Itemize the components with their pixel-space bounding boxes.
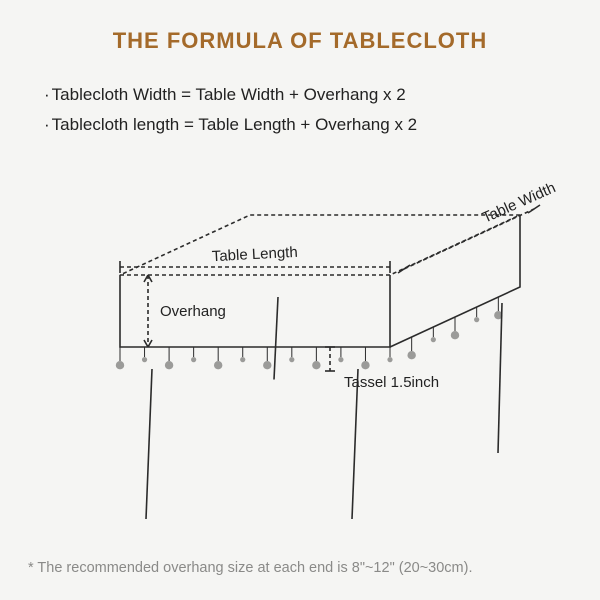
formula-block: Tablecloth Width = Table Width + Overhan…: [0, 54, 600, 140]
svg-text:Table Length: Table Length: [211, 244, 298, 265]
page-title: THE FORMULA OF TABLECLOTH: [0, 0, 600, 54]
table-diagram: Table Length Table Width Overhang Tassel 1.…: [0, 160, 600, 540]
footnote: * The recommended overhang size at each …: [28, 560, 472, 576]
svg-text:Table Width: Table Width: [480, 179, 559, 226]
svg-text:Tassel 1.5inch: Tassel 1.5inch: [344, 374, 439, 391]
formula-width: Tablecloth Width = Table Width + Overhan…: [44, 80, 600, 110]
svg-text:Overhang: Overhang: [160, 303, 226, 320]
formula-length: Tablecloth length = Table Length + Overh…: [44, 110, 600, 140]
